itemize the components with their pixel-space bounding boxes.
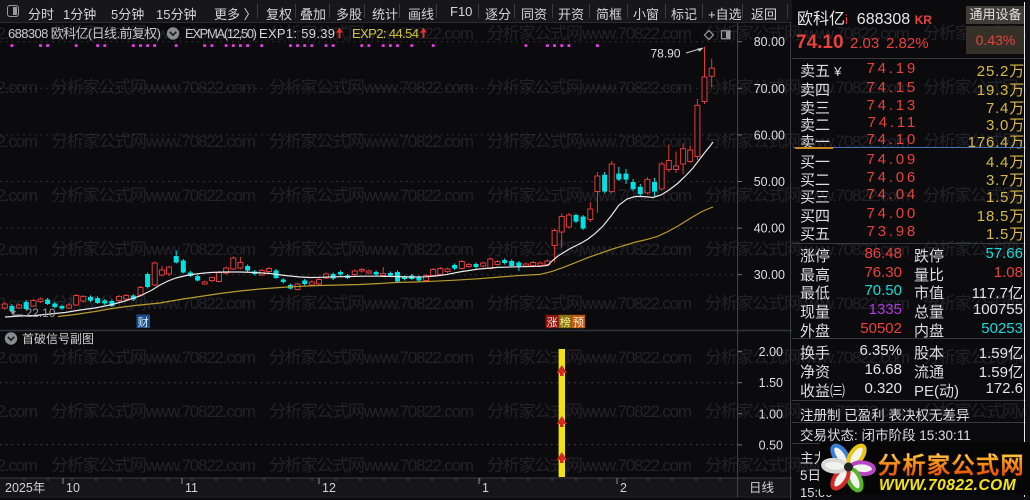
svg-text:分析家公式网www.70822.com: 分析家公式网www.70822.com <box>487 24 692 43</box>
svg-text:分析家公式网www.70822.com: 分析家公式网www.70822.com <box>269 456 474 475</box>
svg-text:分析家公式网www.70822.com: 分析家公式网www.70822.com <box>923 132 1030 151</box>
svg-text:分析家公式网www.70822.com: 分析家公式网www.70822.com <box>487 132 692 151</box>
svg-text:分析家公式网www.70822.com: 分析家公式网www.70822.com <box>487 348 692 367</box>
svg-text:分析家公式网www.70822.com: 分析家公式网www.70822.com <box>705 24 910 43</box>
svg-text:70.00: 70.00 <box>754 82 785 96</box>
svg-text:分析家公式网www.70822.com: 分析家公式网www.70822.com <box>923 78 1030 97</box>
svg-text:688308 欧科亿(日线.前复权): 688308 欧科亿(日线.前复权) <box>8 26 161 41</box>
svg-text:2.00: 2.00 <box>759 345 783 359</box>
svg-text:分析家公式网www.70822.com: 分析家公式网www.70822.com <box>269 132 474 151</box>
svg-text:分析家公式网www.70822.com: 分析家公式网www.70822.com <box>51 240 256 259</box>
svg-text:涨: 涨 <box>547 316 558 329</box>
svg-text:12: 12 <box>322 481 336 495</box>
svg-text:榜: 榜 <box>560 315 571 329</box>
svg-text:WWW.70822.COM: WWW.70822.COM <box>879 477 1017 494</box>
svg-text:40.00: 40.00 <box>754 222 785 236</box>
svg-text:EXP2: 44.54: EXP2: 44.54 <box>352 26 419 41</box>
svg-text:0.50: 0.50 <box>759 438 783 452</box>
svg-text:分析家公式网www.70822.com: 分析家公式网www.70822.com <box>51 348 256 367</box>
svg-text:分析家公式网www.70822.com: 分析家公式网www.70822.com <box>487 78 692 97</box>
svg-text:分析家公式网www.70822.com: 分析家公式网www.70822.com <box>923 294 1030 313</box>
svg-text:分析家公式网www.70822.com: 分析家公式网www.70822.com <box>269 348 474 367</box>
svg-text:分析家公式网www.70822.com: 分析家公式网www.70822.com <box>487 294 692 313</box>
svg-text:1: 1 <box>482 481 489 495</box>
svg-text:分析家公式网www.70822.com: 分析家公式网www.70822.com <box>0 402 38 421</box>
svg-text:分析家公式网www.70822.com: 分析家公式网www.70822.com <box>705 348 910 367</box>
svg-text:分析家公式网www.70822.com: 分析家公式网www.70822.com <box>269 294 474 313</box>
svg-text:分析家公式网www.70822.com: 分析家公式网www.70822.com <box>923 240 1030 259</box>
svg-text:分析家公式网www.70822.com: 分析家公式网www.70822.com <box>51 456 256 475</box>
svg-text:分析家公式网www.70822.com: 分析家公式网www.70822.com <box>0 24 38 43</box>
svg-text:分析家公式网www.70822.com: 分析家公式网www.70822.com <box>705 240 910 259</box>
svg-text:分析家公式网www.70822.com: 分析家公式网www.70822.com <box>51 132 256 151</box>
svg-text:2025年: 2025年 <box>5 481 45 495</box>
svg-text:分析家公式网www.70822.com: 分析家公式网www.70822.com <box>705 294 910 313</box>
svg-text:EXPMA(12,50): EXPMA(12,50) <box>185 26 257 41</box>
svg-text:财: 财 <box>138 315 149 329</box>
svg-text:50.00: 50.00 <box>754 175 785 189</box>
svg-text:分析家公式网www.70822.com: 分析家公式网www.70822.com <box>487 456 692 475</box>
svg-text:分析家公式网www.70822.com: 分析家公式网www.70822.com <box>0 78 38 97</box>
svg-text:分析家公式网www.70822.com: 分析家公式网www.70822.com <box>923 186 1030 205</box>
svg-text:1.00: 1.00 <box>759 407 783 421</box>
svg-text:60.00: 60.00 <box>754 128 785 142</box>
svg-text:分析家公式网www.70822.com: 分析家公式网www.70822.com <box>0 456 38 475</box>
svg-text:分析家公式网: 分析家公式网 <box>878 452 1025 478</box>
svg-text:分析家公式网www.70822.com: 分析家公式网www.70822.com <box>0 240 38 259</box>
svg-text:78.90: 78.90 <box>651 47 681 61</box>
svg-text:分析家公式网www.70822.com: 分析家公式网www.70822.com <box>705 132 910 151</box>
svg-text:分析家公式网www.70822.com: 分析家公式网www.70822.com <box>923 348 1030 367</box>
svg-text:分析家公式网www.70822.com: 分析家公式网www.70822.com <box>487 240 692 259</box>
svg-text:分析家公式网www.70822.com: 分析家公式网www.70822.com <box>0 186 38 205</box>
svg-text:22.10: 22.10 <box>26 306 56 320</box>
svg-text:11: 11 <box>185 481 198 495</box>
svg-text:分析家公式网www.70822.com: 分析家公式网www.70822.com <box>487 402 692 421</box>
svg-text:30.00: 30.00 <box>754 268 785 282</box>
svg-text:分析家公式网www.70822.com: 分析家公式网www.70822.com <box>269 78 474 97</box>
svg-text:1.50: 1.50 <box>759 376 783 390</box>
svg-text:首破信号副图: 首破信号副图 <box>22 331 94 346</box>
svg-text:10: 10 <box>66 481 80 495</box>
svg-text:分析家公式网www.70822.com: 分析家公式网www.70822.com <box>51 402 256 421</box>
svg-text:分析家公式网www.70822.com: 分析家公式网www.70822.com <box>51 24 256 43</box>
svg-text:日线: 日线 <box>749 481 775 495</box>
svg-text:80.00: 80.00 <box>754 35 785 49</box>
svg-text:分析家公式网www.70822.com: 分析家公式网www.70822.com <box>0 348 38 367</box>
svg-text:分析家公式网www.70822.com: 分析家公式网www.70822.com <box>705 78 910 97</box>
svg-text:分析家公式网www.70822.com: 分析家公式网www.70822.com <box>705 186 910 205</box>
svg-text:分析家公式网www.70822.com: 分析家公式网www.70822.com <box>705 402 910 421</box>
svg-text:预: 预 <box>573 316 584 329</box>
svg-text:分析家公式网www.70822.com: 分析家公式网www.70822.com <box>51 78 256 97</box>
svg-text:EXP1: 59.39: EXP1: 59.39 <box>259 26 335 41</box>
svg-text:分析家公式网www.70822.com: 分析家公式网www.70822.com <box>923 402 1030 421</box>
svg-text:分析家公式网www.70822.com: 分析家公式网www.70822.com <box>269 240 474 259</box>
svg-text:分析家公式网www.70822.com: 分析家公式网www.70822.com <box>269 186 474 205</box>
svg-text:分析家公式网www.70822.com: 分析家公式网www.70822.com <box>0 132 38 151</box>
svg-text:分析家公式网www.70822.com: 分析家公式网www.70822.com <box>51 186 256 205</box>
svg-text:分析家公式网www.70822.com: 分析家公式网www.70822.com <box>269 402 474 421</box>
svg-text:2: 2 <box>620 481 627 495</box>
